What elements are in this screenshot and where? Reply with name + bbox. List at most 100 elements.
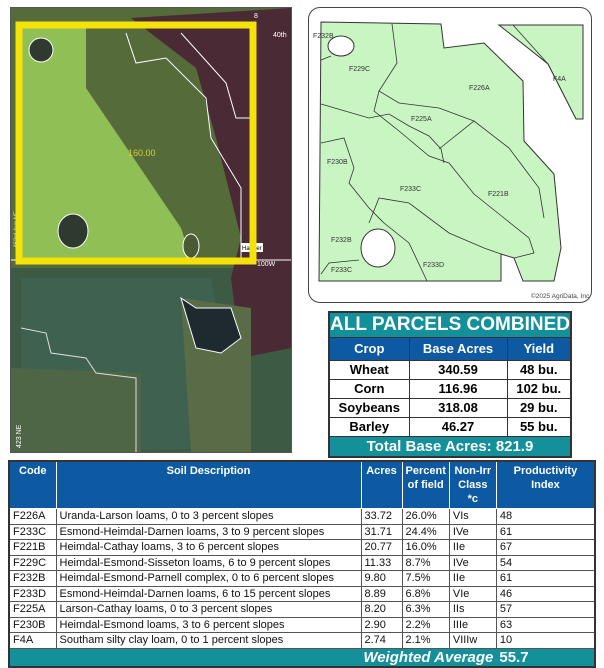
table-cell: F233C: [8, 523, 57, 540]
table-cell: 67: [495, 539, 596, 556]
table-cell: 6.8%: [401, 585, 450, 602]
table-cell: IVe: [448, 523, 497, 540]
soil-map-label: F233D: [423, 262, 444, 269]
table-cell: F229C: [8, 554, 57, 571]
table-cell: 8.89: [360, 585, 403, 602]
soil-map-label: F4A: [553, 76, 566, 83]
road-label: 40th: [273, 32, 287, 39]
table-cell: IIe: [448, 570, 497, 587]
table-cell: Uranda-Larson loams, 0 to 3 percent slop…: [55, 508, 362, 525]
table-cell: VIe: [448, 585, 497, 602]
soil-row: F233C Esmond-Heimdal-Darnen loams, 3 to 9…: [8, 523, 596, 540]
table-cell: 10: [495, 632, 596, 649]
road-label: 423 NE: [16, 424, 23, 448]
col-soil-description: Soil Description: [55, 460, 362, 509]
table-cell: 29 bu.: [506, 397, 572, 418]
parcel-row: Barley 46.27 55 bu.: [328, 416, 572, 437]
table-cell: 55 bu.: [506, 416, 572, 437]
table-cell: Barley: [328, 416, 410, 437]
soil-row: F232B Heimdal-Esmond-Parnell complex, 0 t…: [8, 570, 596, 587]
soil-row: F226A Uranda-Larson loams, 0 to 3 percent…: [8, 508, 596, 525]
table-cell: IIIe: [448, 616, 497, 633]
table-cell: Southam silty clay loam, 0 to 1 percent …: [55, 632, 362, 649]
table-cell: 46.27: [408, 416, 508, 437]
parcel-highlight-box[interactable]: [15, 21, 257, 265]
table-cell: 2.1%: [401, 632, 450, 649]
table-cell: 9.80: [360, 570, 403, 587]
col-yield: Yield: [506, 336, 572, 361]
table-cell: F226A: [8, 508, 57, 525]
soil-map-label: F230B: [327, 159, 348, 166]
table-cell: 8.7%: [401, 554, 450, 571]
table-cell: VIs: [448, 508, 497, 525]
table-cell: F225A: [8, 601, 57, 618]
parcel-row: Wheat 340.59 48 bu.: [328, 359, 572, 380]
table-cell: 26.0%: [401, 508, 450, 525]
table-cell: 2.90: [360, 616, 403, 633]
road-label: 8: [254, 13, 258, 20]
table-cell: 63: [495, 616, 596, 633]
soil-map-label: F225A: [411, 116, 432, 123]
parcel-row: Corn 116.96 102 bu.: [328, 378, 572, 399]
col-percent: Percent of field: [401, 460, 450, 509]
soil-row: F233D Esmond-Heimdal-Darnen loams, 6 to 1…: [8, 585, 596, 602]
soil-table: Code Soil Description Acres Percent of f…: [8, 460, 596, 668]
col-class: Non-Irr Class *c: [448, 460, 497, 509]
table-cell: IIs: [448, 601, 497, 618]
soil-row: F4A Southam silty clay loam, 0 to 1 perce…: [8, 632, 596, 649]
table-cell: Heimdal-Esmond-Parnell complex, 0 to 6 p…: [55, 570, 362, 587]
soil-row: F229C Heimdal-Esmond-Sisseton loams, 6 to…: [8, 554, 596, 571]
soil-row: F225A Larson-Cathay loams, 0 to 3 percent…: [8, 601, 596, 618]
col-productivity: Productivity Index: [495, 460, 596, 509]
soil-map-label: F232B: [313, 33, 334, 40]
table-cell: 318.08: [408, 397, 508, 418]
weighted-average-label: Weighted Average: [9, 648, 497, 667]
table-cell: 48 bu.: [506, 359, 572, 380]
soil-row: F221B Heimdal-Cathay loams, 3 to 6 percen…: [8, 539, 596, 556]
table-cell: 7.5%: [401, 570, 450, 587]
table-cell: F221B: [8, 539, 57, 556]
table-cell: 8.20: [360, 601, 403, 618]
table-cell: F232B: [8, 570, 57, 587]
table-cell: Soybeans: [328, 397, 410, 418]
soil-map-label: F232B: [331, 237, 352, 244]
table-cell: 16.0%: [401, 539, 450, 556]
table-cell: 102 bu.: [506, 378, 572, 399]
table-cell: 54: [495, 554, 596, 571]
soil-map-label: F226A: [469, 85, 490, 92]
col-acres: Acres: [360, 460, 403, 509]
table-cell: 31.71: [360, 523, 403, 540]
table-cell: F230B: [8, 616, 57, 633]
soil-row: F230B Heimdal-Esmond loams, 3 to 6 percen…: [8, 616, 596, 633]
table-cell: Heimdal-Esmond loams, 3 to 6 percent slo…: [55, 616, 362, 633]
weighted-average-value: 55.7: [496, 648, 595, 667]
parcel-row: Soybeans 318.08 29 bu.: [328, 397, 572, 418]
parcels-table: ALL PARCELS COMBINED Crop Base Acres Yie…: [328, 311, 572, 458]
soil-map: F232B F229C F226A F4A F225A F230B F233C …: [308, 7, 592, 303]
table-cell: VIIIw: [448, 632, 497, 649]
table-cell: 61: [495, 523, 596, 540]
table-cell: 20.77: [360, 539, 403, 556]
table-cell: 48: [495, 508, 596, 525]
aerial-map: 160.00 40th 100W 8 Hanger 423 NE 463rd A…: [10, 7, 292, 453]
total-base-acres: Total Base Acres: 821.9: [328, 435, 572, 458]
table-cell: 33.72: [360, 508, 403, 525]
soil-map-label: F233C: [400, 186, 421, 193]
acreage-label: 160.00: [128, 148, 156, 158]
table-cell: IVe: [448, 554, 497, 571]
copyright: ©2025 AgriData, Inc.: [531, 292, 591, 300]
parcels-title: ALL PARCELS COMBINED: [328, 311, 572, 338]
table-cell: 116.96: [408, 378, 508, 399]
table-cell: 46: [495, 585, 596, 602]
col-crop: Crop: [328, 336, 410, 361]
col-code: Code: [8, 460, 57, 509]
table-cell: 2.2%: [401, 616, 450, 633]
table-cell: 340.59: [408, 359, 508, 380]
table-cell: IIe: [448, 539, 497, 556]
soil-map-label: F221B: [488, 191, 509, 198]
table-cell: 61: [495, 570, 596, 587]
table-cell: Larson-Cathay loams, 0 to 3 percent slop…: [55, 601, 362, 618]
table-cell: Heimdal-Esmond-Sisseton loams, 6 to 9 pe…: [55, 554, 362, 571]
table-cell: Esmond-Heimdal-Darnen loams, 6 to 15 per…: [55, 585, 362, 602]
table-cell: 24.4%: [401, 523, 450, 540]
